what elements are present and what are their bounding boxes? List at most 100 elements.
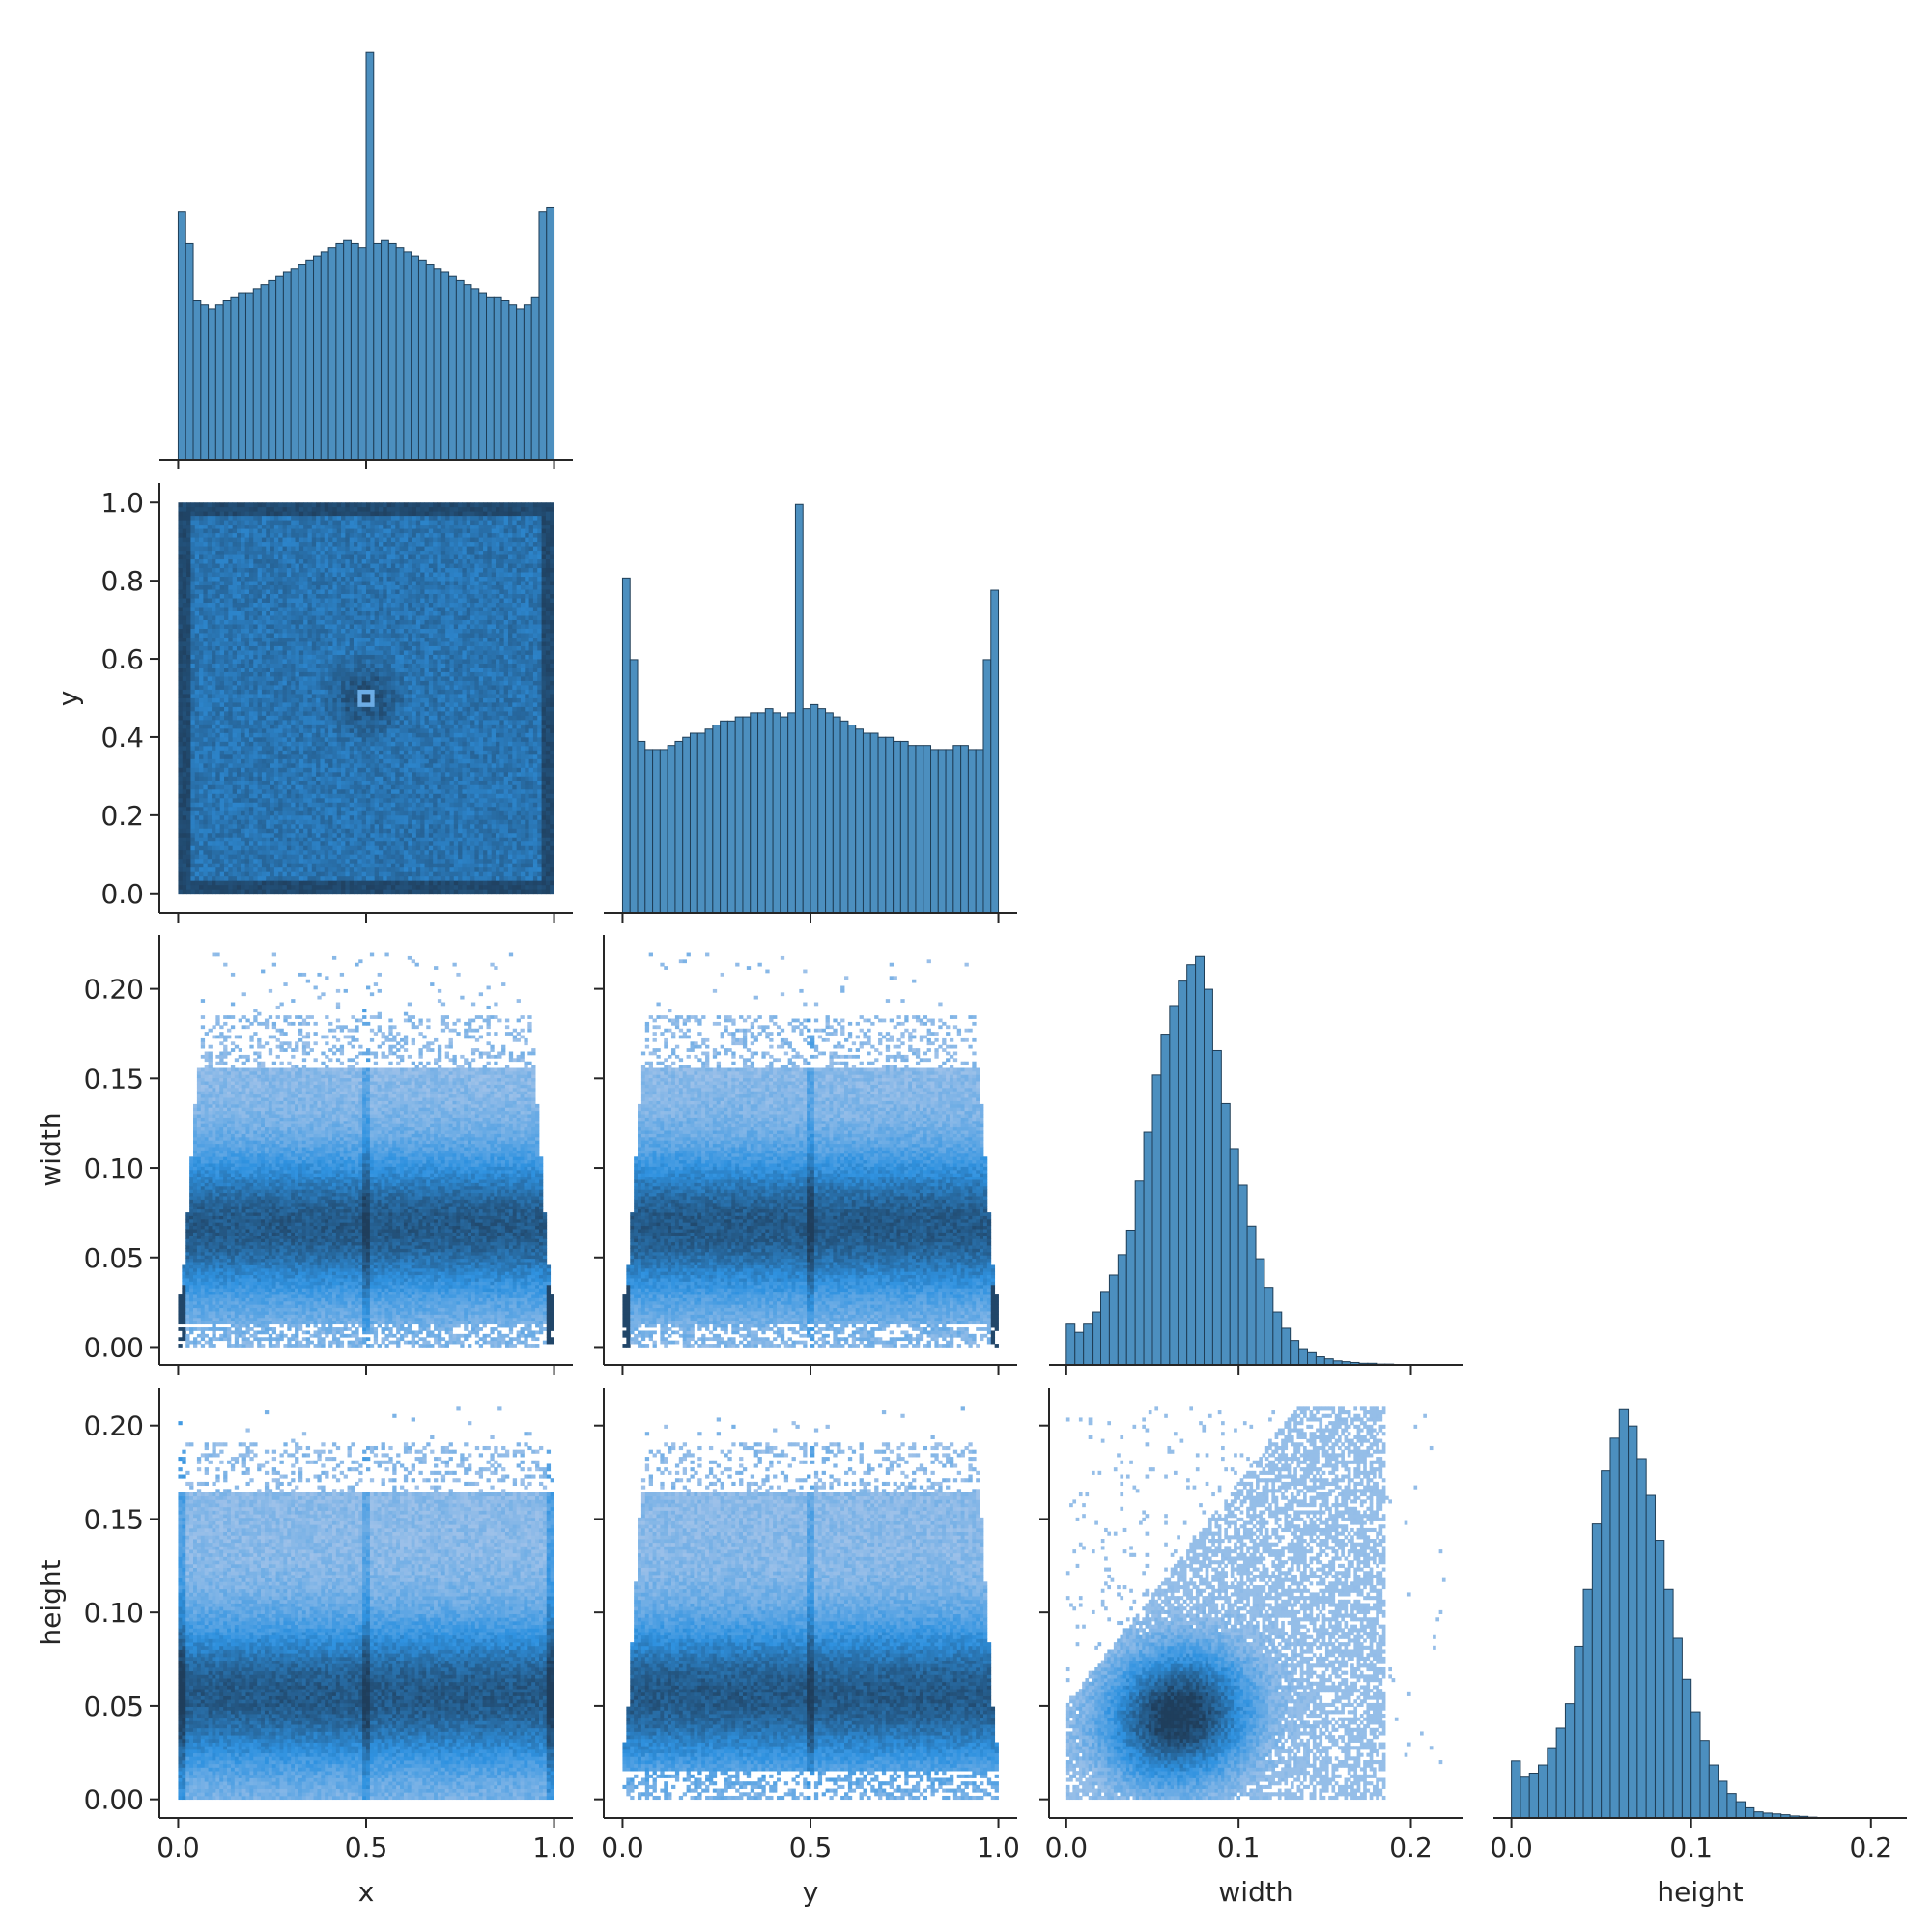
height-hist-bar (1511, 1760, 1521, 1819)
x-vs-y-cell (232, 706, 238, 712)
x-vs-y-cell (236, 584, 242, 590)
x-vs-y-cell (224, 598, 229, 604)
x-vs-y-cell (241, 572, 246, 578)
x-vs-y-cell (253, 615, 258, 620)
x-vs-y-cell (244, 758, 250, 764)
x-vs-y-cell (374, 802, 380, 808)
x-vs-y-cell (203, 875, 209, 881)
x-vs-y-cell (291, 659, 296, 664)
x-vs-y-cell (390, 520, 396, 526)
x-vs-y-cell (303, 567, 308, 573)
x-vs-y-cell (190, 550, 196, 555)
x-vs-y-cell (203, 771, 209, 777)
x-hist-bar (381, 239, 389, 461)
x-vs-y-cell (307, 767, 313, 773)
x-vs-y-cell (361, 736, 367, 742)
x-vs-y-cell (332, 875, 338, 881)
x-vs-y-cell (328, 572, 333, 578)
x-vs-y-cell (278, 524, 283, 529)
x-vs-y-cell (186, 645, 191, 651)
x-vs-y-cell (374, 858, 380, 864)
x-vs-y-cell (295, 875, 300, 881)
x-vs-y-cell (328, 589, 333, 595)
x-vs-y-cell (273, 776, 279, 781)
x-vs-y-cell (266, 685, 270, 690)
x-vs-y-cell (354, 719, 358, 724)
x-vs-y-cell (357, 520, 363, 526)
x-vs-y-cell (253, 567, 258, 573)
x-vs-y-cell (383, 780, 388, 785)
x-vs-y-cell (298, 793, 304, 799)
x-vs-y-cell (395, 802, 400, 808)
x-vs-y-cell (349, 659, 355, 664)
x-vs-y-cell (361, 689, 367, 695)
x-vs-y-cell (282, 889, 288, 895)
x-vs-y-cell (386, 506, 392, 512)
x-vs-y-cell (336, 576, 342, 582)
x-vs-y-cell (257, 650, 263, 655)
x-vs-y-cell (253, 810, 258, 816)
x-vs-y-cell (194, 663, 200, 668)
x-vs-y-cell (295, 663, 300, 668)
x-vs-y-cell (291, 676, 296, 681)
x-vs-y-cell (244, 701, 250, 707)
x-vs-y-cell (399, 858, 405, 864)
x-vs-y-cell (345, 884, 351, 890)
x-vs-y-cell (203, 524, 209, 529)
x-vs-y-cell (282, 867, 288, 872)
x-vs-y-cell (320, 689, 326, 695)
x-vs-y-cell (361, 532, 367, 538)
x-vs-y-cell (270, 832, 275, 838)
x-vs-y-cell (386, 581, 392, 586)
x-vs-y-cell (190, 602, 196, 608)
x-vs-y-cell (273, 506, 279, 512)
x-vs-y-cell (207, 689, 213, 695)
x-vs-y-cell (236, 593, 242, 599)
x-vs-y-cell (341, 697, 346, 703)
x-vs-y-cell (374, 880, 380, 886)
x-vs-y-cell (370, 685, 376, 690)
x-vs-y-cell (186, 602, 191, 608)
x-vs-y-cell (278, 771, 283, 777)
x-vs-y-cell (278, 806, 283, 811)
x-vs-y-cell (194, 837, 200, 842)
x-vs-y-cell (257, 515, 263, 521)
x-vs-y-cell (253, 697, 258, 703)
x-vs-y-cell (336, 776, 342, 781)
x-vs-y-cell (361, 558, 367, 564)
x-vs-y-cell (261, 736, 267, 742)
x-vs-y-cell (298, 572, 304, 578)
x-vs-y-cell (286, 840, 292, 846)
y-hist-bar (674, 740, 684, 914)
x-vs-y-cell (199, 832, 204, 838)
x-vs-y-cell (307, 837, 313, 842)
x-vs-y-cell (307, 849, 313, 855)
x-vs-y-cell (366, 710, 371, 716)
x-vs-y-cell (332, 680, 338, 686)
x-vs-y-cell (303, 671, 308, 677)
x-vs-y-cell (298, 762, 304, 768)
x-vs-y-cell (395, 550, 400, 555)
x-vs-y-cell (383, 706, 388, 712)
x-vs-y-cell (244, 680, 250, 686)
x-vs-y-cell (366, 694, 371, 698)
x-vs-y-cell (215, 819, 221, 825)
x-vs-y-cell (320, 767, 326, 773)
x-vs-y-cell (286, 736, 292, 742)
x-vs-y-cell (311, 736, 317, 742)
x-vs-y-cell (270, 572, 275, 578)
x-vs-y-cell (190, 814, 196, 820)
x-vs-y-cell (278, 767, 283, 773)
x-vs-y-cell (307, 727, 313, 733)
x-vs-y-cell (199, 567, 204, 573)
x-vs-y-cell (248, 584, 254, 590)
x-vs-y-cell (357, 637, 363, 642)
x-vs-y-cell (241, 875, 246, 881)
x-vs-y-cell (186, 832, 191, 838)
x-vs-y-cell (366, 828, 371, 834)
x-vs-y-cell (278, 598, 283, 604)
x-vs-y-cell (399, 753, 405, 759)
x-vs-y-cell (354, 758, 358, 764)
x-vs-y-cell (207, 593, 213, 599)
x-vs-y-cell (244, 710, 250, 716)
